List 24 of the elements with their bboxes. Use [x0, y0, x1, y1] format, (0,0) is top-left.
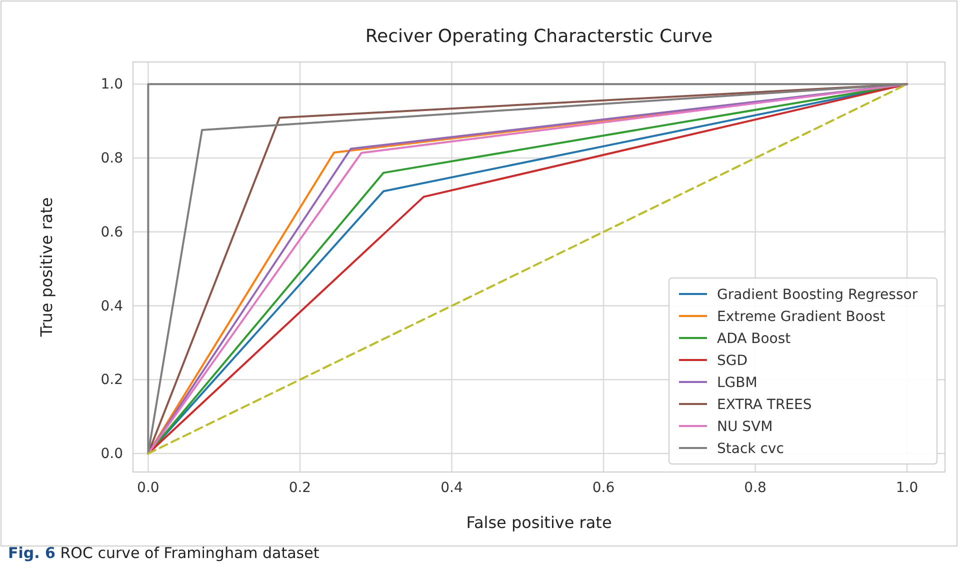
x-tick-label: 0.2	[288, 480, 312, 496]
legend-label: EXTRA TREES	[717, 397, 812, 413]
legend-label: LGBM	[717, 375, 758, 391]
legend-label: NU SVM	[717, 419, 773, 435]
x-tick-label: 0.8	[744, 480, 766, 496]
y-tick-label: 0.4	[100, 298, 124, 314]
legend-label: Gradient Boosting Regressor	[717, 287, 918, 303]
y-tick-label: 0.2	[100, 372, 123, 388]
x-tick-label: 1.0	[896, 480, 918, 496]
x-tick-label: 0.6	[592, 480, 615, 496]
x-tick-label: 0.0	[137, 480, 160, 496]
caption: Fig. 6 ROC curve of Framingham dataset	[8, 544, 320, 562]
y-tick-label: 0.0	[100, 446, 123, 462]
x-tick-label: 0.4	[440, 480, 463, 496]
x-axis-title: False positive rate	[466, 513, 612, 532]
y-tick-label: 1.0	[100, 76, 123, 93]
legend-label: Stack cvc	[717, 441, 784, 457]
y-tick-label: 0.8	[100, 150, 123, 167]
y-tick-label: 0.6	[100, 224, 124, 240]
chart-title: Reciver Operating Characterstic Curve	[365, 26, 713, 47]
legend-label: ADA Boost	[717, 331, 792, 347]
legend-label: Extreme Gradient Boost	[717, 309, 886, 325]
legend-label: SGD	[717, 353, 748, 369]
y-axis-title: True positive rate	[37, 197, 56, 338]
